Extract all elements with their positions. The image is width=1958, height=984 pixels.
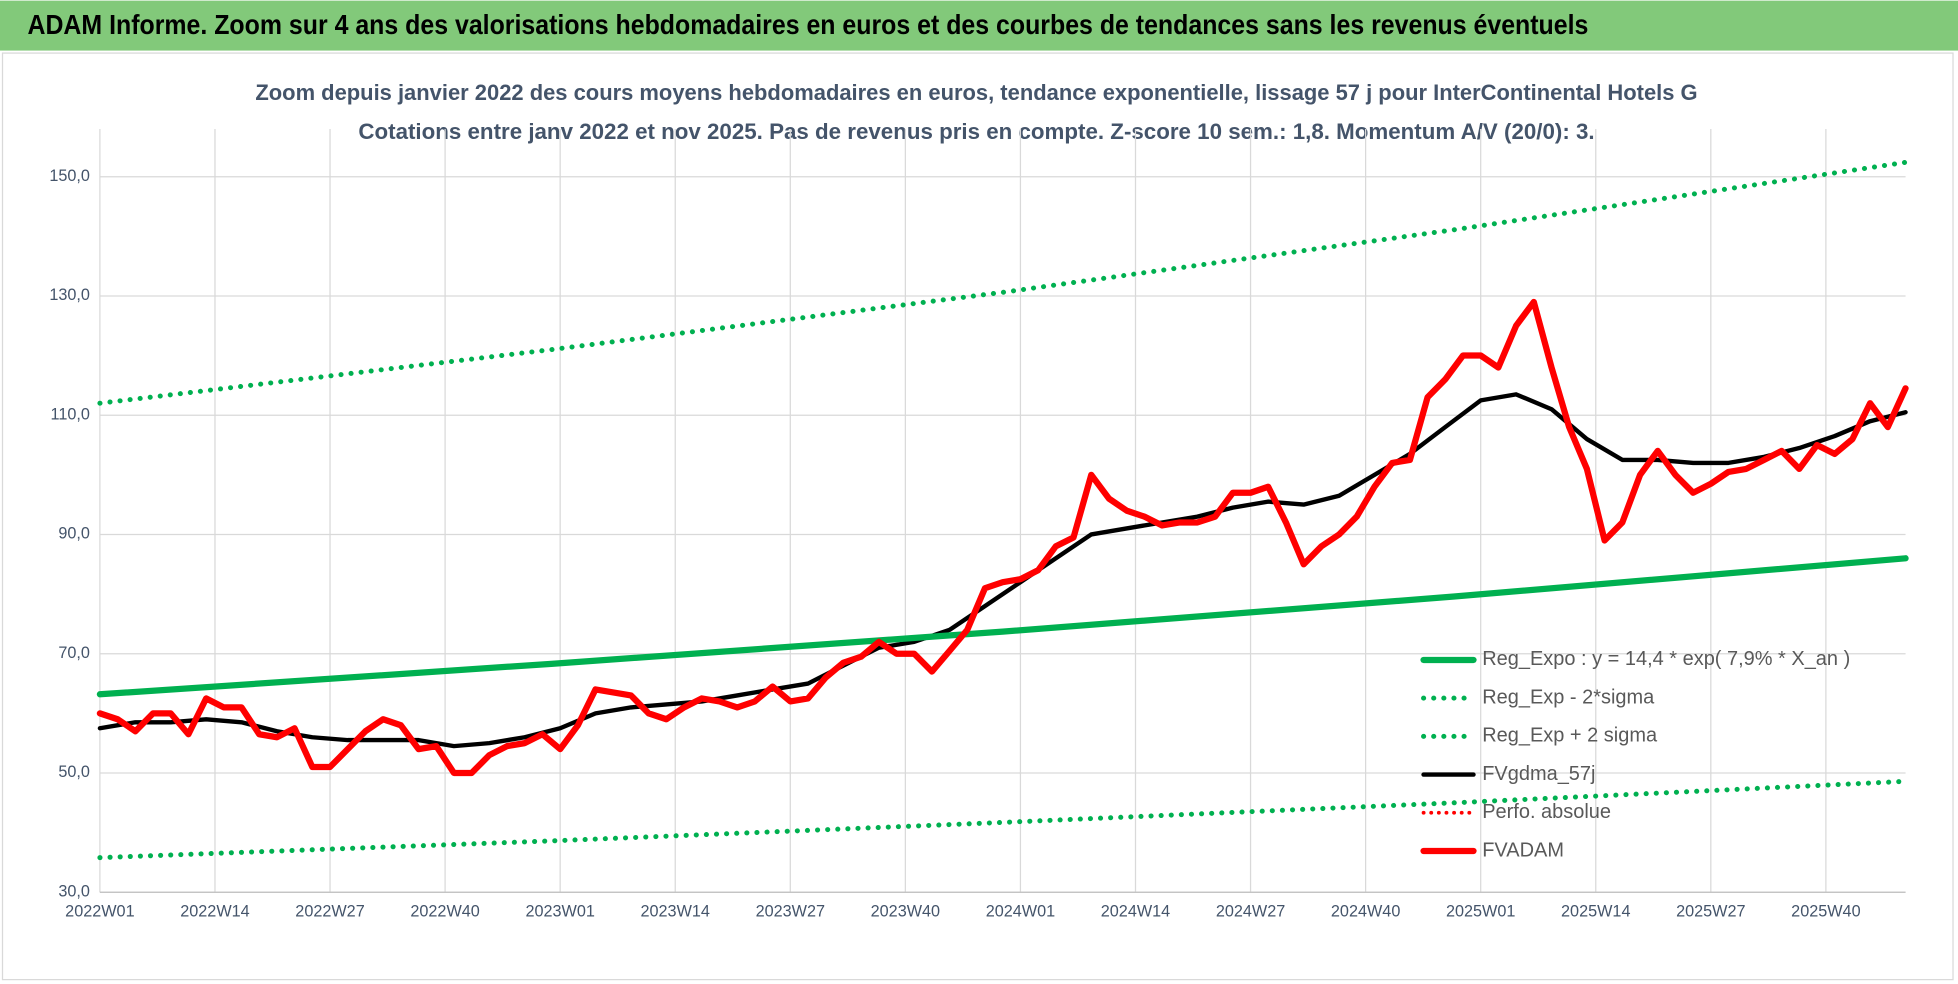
legend-label: FVADAM bbox=[1482, 839, 1564, 861]
x-tick-label: 2023W40 bbox=[871, 902, 940, 920]
x-tick-label: 2023W14 bbox=[641, 902, 710, 920]
chart-subtitle: Cotations entre janv 2022 et nov 2025. P… bbox=[358, 119, 1594, 144]
y-tick-label: 90,0 bbox=[58, 525, 90, 543]
x-tick-label: 2024W14 bbox=[1101, 902, 1170, 920]
series-line bbox=[97, 392, 1908, 749]
x-tick-label: 2024W40 bbox=[1331, 902, 1400, 920]
x-tick-label: 2022W27 bbox=[295, 902, 364, 920]
y-tick-label: 50,0 bbox=[58, 763, 90, 781]
x-tick-label: 2025W27 bbox=[1676, 902, 1745, 920]
series-line bbox=[97, 159, 1909, 406]
y-tick-label: 30,0 bbox=[58, 882, 90, 900]
x-tick-label: 2022W01 bbox=[65, 902, 134, 920]
y-tick-label: 110,0 bbox=[51, 405, 90, 423]
x-tick-label: 2025W40 bbox=[1791, 902, 1860, 920]
legend-label: Reg_Exp - 2*sigma bbox=[1482, 686, 1655, 708]
x-tick-label: 2025W14 bbox=[1561, 902, 1630, 920]
y-tick-label: 70,0 bbox=[58, 644, 90, 662]
lines bbox=[96, 159, 1909, 861]
chart-frame bbox=[1, 52, 1954, 981]
y-tick-label: 130,0 bbox=[49, 286, 90, 304]
chart-title: Zoom depuis janvier 2022 des cours moyen… bbox=[255, 80, 1697, 105]
legend: Reg_Expo : y = 14,4 * exp( 7,9% * X_an )… bbox=[1420, 648, 1850, 861]
x-tick-label: 2022W14 bbox=[180, 902, 249, 920]
series-line bbox=[97, 778, 1909, 861]
legend-label: FVgdma_57j bbox=[1482, 763, 1595, 785]
x-tick-label: 2022W40 bbox=[410, 902, 479, 920]
x-tick-label: 2023W01 bbox=[525, 902, 594, 920]
header-title: ADAM Informe. Zoom sur 4 ans des valoris… bbox=[27, 9, 1588, 40]
x-tick-label: 2025W01 bbox=[1446, 902, 1515, 920]
x-tick-label: 2024W01 bbox=[986, 902, 1055, 920]
series-line bbox=[96, 298, 1909, 777]
legend-label: Perfo. absolue bbox=[1482, 801, 1611, 823]
legend-label: Reg_Expo : y = 14,4 * exp( 7,9% * X_an ) bbox=[1482, 648, 1850, 670]
x-tick-label: 2024W27 bbox=[1216, 902, 1285, 920]
series-line bbox=[96, 555, 1909, 698]
legend-label: Reg_Exp + 2 sigma bbox=[1482, 725, 1658, 747]
x-tick-label: 2023W27 bbox=[756, 902, 825, 920]
y-tick-label: 150,0 bbox=[49, 167, 90, 185]
grid: 30,0 50,0 70,0 90,0 110,0 130,0 150,0 2022W01 20… bbox=[49, 128, 1906, 920]
header-bar bbox=[0, 0, 1958, 51]
